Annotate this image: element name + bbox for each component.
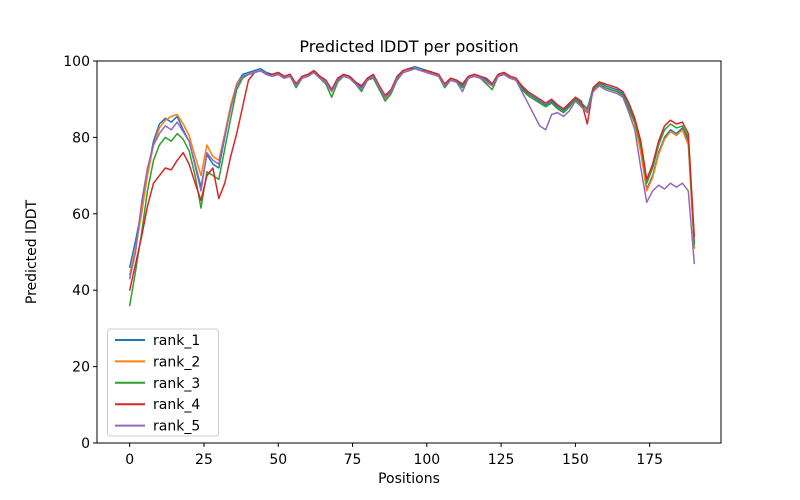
series-lines xyxy=(128,65,696,307)
legend-entries: rank_1 rank_2 rank_3 rank_4 rank_5 xyxy=(115,333,200,435)
legend-box xyxy=(107,328,219,437)
x-tick-label: 100 xyxy=(413,452,440,468)
y-tick-label: 100 xyxy=(63,54,90,70)
y-tick-label: 20 xyxy=(72,360,90,376)
x-tick-label: 25 xyxy=(195,452,213,468)
axes-spines xyxy=(96,60,722,444)
y-axis-ticks: 0 20 40 60 80 100 xyxy=(63,54,97,452)
chart-title: Predicted lDDT per position xyxy=(299,37,518,56)
x-tick-label: 75 xyxy=(344,452,362,468)
legend-label-rank_2: rank_2 xyxy=(153,354,200,370)
line-rank_4 xyxy=(128,67,696,291)
y-tick-label: 40 xyxy=(72,283,90,299)
x-tick-label: 175 xyxy=(636,452,663,468)
x-axis-label: Positions xyxy=(378,471,440,487)
y-tick-label: 60 xyxy=(72,207,90,223)
y-tick-label: 0 xyxy=(81,436,90,452)
x-axis-ticks: 0 25 50 75 100 125 150 175 xyxy=(125,443,663,468)
legend-label-rank_4: rank_4 xyxy=(153,397,200,413)
line-rank_5 xyxy=(128,67,696,280)
legend-label-rank_1: rank_1 xyxy=(153,333,200,349)
x-tick-label: 125 xyxy=(488,452,515,468)
y-tick-label: 80 xyxy=(72,130,90,146)
legend: rank_1 rank_2 rank_3 rank_4 rank_5 xyxy=(107,328,219,437)
legend-label-rank_3: rank_3 xyxy=(153,376,200,392)
legend-label-rank_5: rank_5 xyxy=(153,419,200,435)
x-tick-label: 150 xyxy=(562,452,589,468)
y-axis-label: Predicted lDDT xyxy=(24,199,40,304)
x-tick-label: 50 xyxy=(269,452,287,468)
x-tick-label: 0 xyxy=(125,452,134,468)
